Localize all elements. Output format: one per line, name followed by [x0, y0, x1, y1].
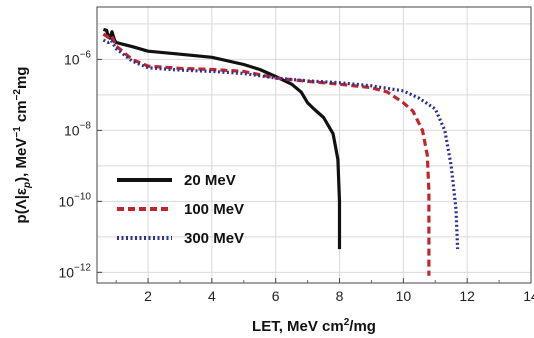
- x-axis-label-end: /mg: [349, 318, 376, 335]
- y-axis-label-sup: −2: [12, 89, 23, 101]
- series-line-2: [102, 38, 460, 250]
- x-tick-label: 10: [396, 288, 412, 304]
- x-axis-label: LET, MeV cm2/mg: [252, 317, 376, 335]
- y-tick-label: 10−8: [64, 120, 91, 138]
- y-tick-exp: −12: [74, 262, 91, 273]
- y-tick-label: 10−12: [58, 262, 91, 280]
- x-axis-label-sup: 2: [344, 317, 350, 328]
- y-axis-label-part: ), MeV: [13, 138, 30, 182]
- x-tick-label: 12: [459, 288, 475, 304]
- y-tick-base: 10: [58, 264, 74, 280]
- y-axis-label-sub: p: [22, 182, 33, 189]
- legend-label-1: 100 MeV: [184, 201, 244, 218]
- x-axis-label-main: LET, MeV cm: [252, 318, 344, 335]
- x-tick-label: 6: [272, 288, 280, 304]
- plot-frame: [96, 6, 532, 284]
- grid: [97, 7, 532, 283]
- y-tick-base: 10: [58, 193, 74, 209]
- x-tick-label: 2: [144, 288, 152, 304]
- y-tick-label: 10−10: [58, 191, 91, 209]
- x-tick-label: 8: [336, 288, 344, 304]
- y-tick-exp: −10: [74, 191, 91, 202]
- y-axis-label-sup: −1: [12, 126, 23, 138]
- series-line-0: [102, 27, 342, 250]
- y-axis-label-part: mg: [13, 67, 30, 90]
- series-line-1: [102, 32, 431, 276]
- y-tick-exp: −8: [80, 120, 92, 131]
- y-tick-label: 10−6: [64, 49, 91, 67]
- y-axis-label-part: p(Λ|ε: [13, 188, 30, 223]
- y-axis-label: p(Λ|εp), MeV−1 cm−2mg: [12, 67, 33, 224]
- y-tick-base: 10: [64, 51, 80, 67]
- x-tick-label: 4: [208, 288, 216, 304]
- y-tick-base: 10: [64, 122, 80, 138]
- legend-label-0: 20 MeV: [184, 172, 236, 189]
- x-tick-label: 14: [523, 288, 534, 304]
- legend-label-2: 300 MeV: [184, 230, 244, 247]
- y-axis-label-part: cm: [13, 100, 30, 126]
- legend: 20 MeV 100 MeV 300 MeV: [117, 172, 244, 247]
- y-tick-exp: −6: [80, 49, 92, 60]
- series-layer: [102, 27, 460, 276]
